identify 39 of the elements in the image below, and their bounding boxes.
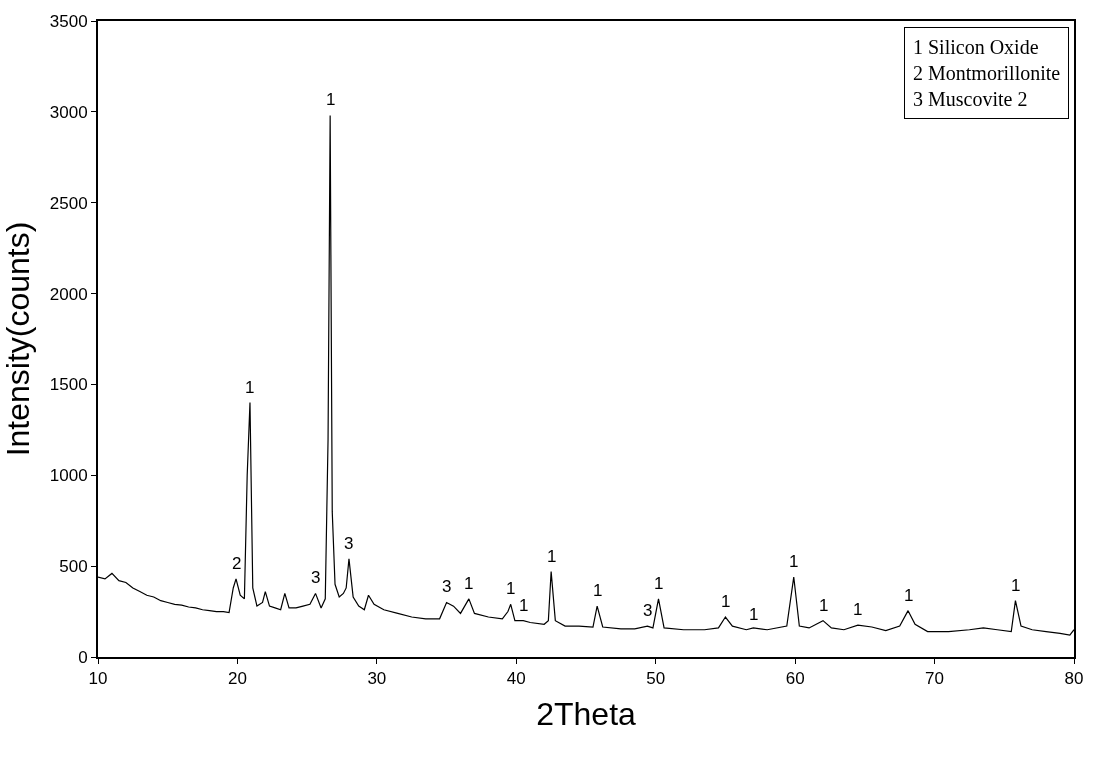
annotation: 1 [547, 547, 557, 566]
annotation: 1 Silicon Oxide 2 Montmorillonite 3 Muscovite 2 [913, 36, 1061, 110]
annotation: 1 [853, 600, 863, 619]
y-tick-label: 2000 [49, 284, 88, 304]
x-tick-label: 30 [367, 669, 387, 689]
y-tick-label: 500 [59, 557, 88, 577]
annotation: 1 [789, 552, 799, 571]
y-tick-label: 3000 [49, 102, 88, 122]
x-tick-label: 70 [925, 669, 945, 689]
x-tick-label: 10 [88, 669, 108, 689]
annotation: 3 [344, 534, 354, 553]
annotation: 1 [721, 592, 731, 611]
x-tick-label: 60 [785, 669, 805, 689]
annotation: 1 [654, 574, 664, 593]
y-tick-label: 0 [78, 647, 88, 667]
annotation: 1 [593, 581, 603, 600]
annotation: 1 [904, 586, 914, 605]
x-tick-label: 20 [227, 669, 247, 689]
annotation: 3 [643, 601, 653, 620]
annotation: 1 [819, 596, 829, 615]
annotation: 1 [749, 605, 759, 624]
x-axis-title: 2Theta [536, 695, 637, 732]
annotation: 3 [442, 577, 452, 596]
annotation: 1 [1011, 576, 1021, 595]
annotation: 2 [232, 554, 242, 573]
annotation: 3 [311, 568, 321, 587]
y-tick-label: 1500 [49, 375, 88, 395]
y-tick-label: 3500 [49, 11, 88, 31]
annotation: 1 [506, 579, 516, 598]
x-tick-label: 50 [646, 669, 666, 689]
annotation: 1 [464, 574, 474, 593]
y-tick-label: 2500 [49, 193, 88, 213]
annotation: 1 [245, 378, 255, 397]
annotation: 1 [326, 90, 336, 109]
x-tick-label: 80 [1064, 669, 1084, 689]
annotation: 1 [519, 596, 529, 615]
y-axis-title: Intensity(counts) [0, 221, 36, 457]
x-tick-label: 40 [506, 669, 526, 689]
y-tick-label: 1000 [49, 466, 88, 486]
